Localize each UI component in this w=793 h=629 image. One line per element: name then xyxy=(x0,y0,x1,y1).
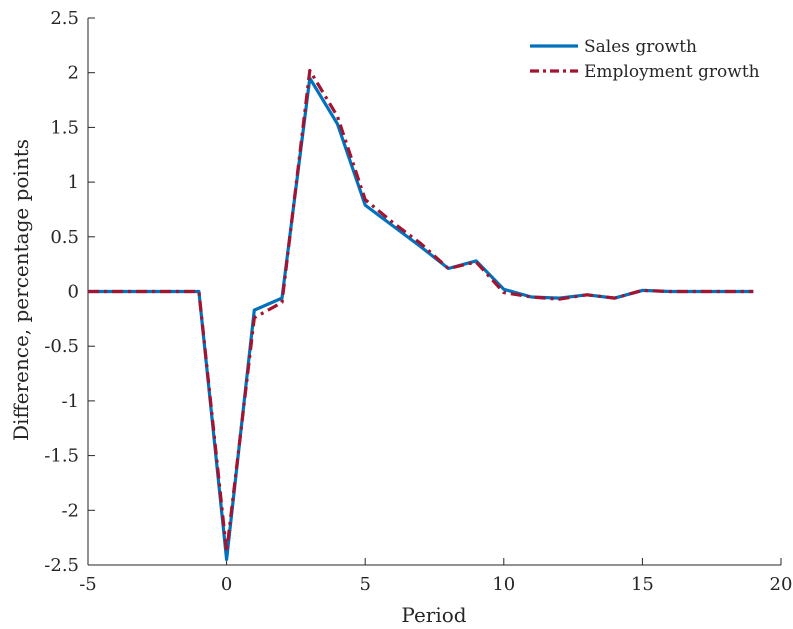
x-tick-label: 10 xyxy=(492,574,515,595)
series-line-sales-growth xyxy=(88,78,753,559)
y-tick-label: 2 xyxy=(68,63,79,84)
tick-labels: -5 0 5 10 15 20 2.5 2 1.5 1 0.5 0 -0.5 -1 -1.5 -2 -2.5 xyxy=(44,8,792,595)
x-axis-label: Period xyxy=(401,603,466,627)
y-tick-label: -2.5 xyxy=(44,555,79,576)
x-tick-label: 20 xyxy=(770,574,793,595)
legend-label: Employment growth xyxy=(584,62,760,82)
series-lines xyxy=(88,71,753,560)
y-tick-label: 2.5 xyxy=(50,8,79,29)
legend: Sales growth Employment growth xyxy=(530,37,760,82)
legend-label: Sales growth xyxy=(584,37,697,57)
y-axis-label: Difference, percentage points xyxy=(9,139,33,441)
series-line-employment-growth xyxy=(88,71,753,552)
x-tick-label: 15 xyxy=(631,574,654,595)
y-tick-label: -2 xyxy=(61,500,79,521)
y-tick-label: -0.5 xyxy=(44,336,79,357)
y-tick-label: 0.5 xyxy=(50,227,79,248)
y-tick-label: 0 xyxy=(68,282,79,303)
y-tick-label: 1.5 xyxy=(50,117,79,138)
x-tick-label: 0 xyxy=(221,574,232,595)
x-tick-label: -5 xyxy=(79,574,97,595)
x-tick-label: 5 xyxy=(359,574,370,595)
y-tick-label: 1 xyxy=(68,172,79,193)
y-tick-label: -1 xyxy=(61,391,79,412)
y-tick-label: -1.5 xyxy=(44,446,79,467)
